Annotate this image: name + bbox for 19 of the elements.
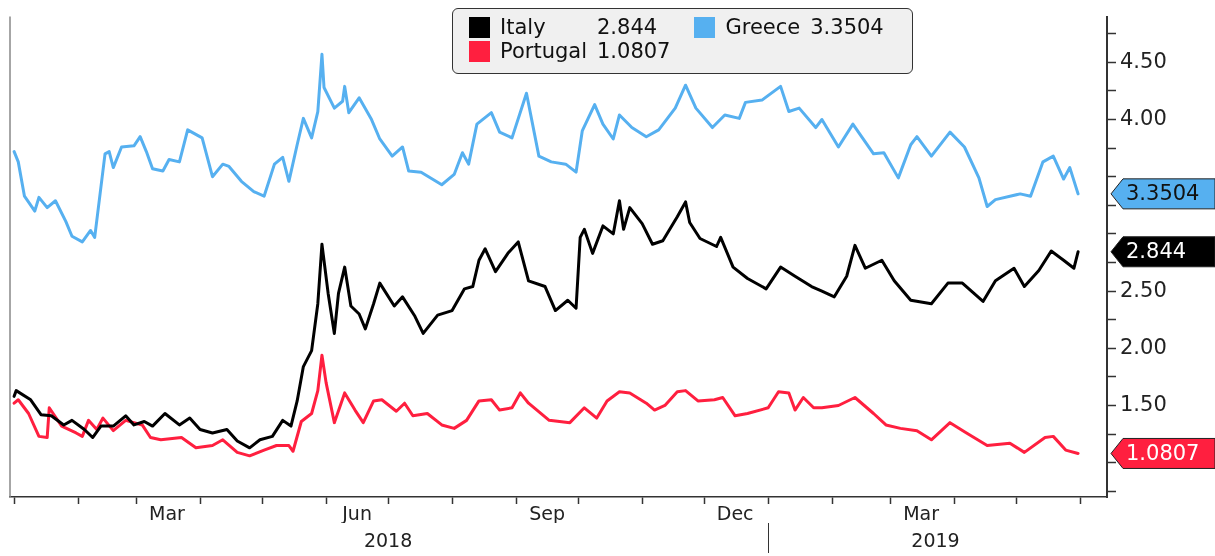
text: 2.844: [596, 15, 658, 39]
text: 3.3504: [810, 15, 884, 39]
annotation: 2.844: [1126, 239, 1187, 264]
annotation: 3.3504: [1126, 181, 1200, 206]
y-tick-label: 2.00: [1120, 334, 1167, 359]
y-tick-label: 2.50: [1120, 277, 1167, 302]
text: 1.0807: [596, 39, 671, 63]
x-tick-label: Dec: [716, 502, 754, 525]
y-tick-label: 4.00: [1120, 106, 1167, 130]
annotation: 1.0807: [1126, 440, 1200, 465]
y-tick-label: 1.50: [1120, 391, 1167, 416]
x2-tick-label: 2019: [911, 529, 960, 552]
legend-label: Greece: [725, 15, 801, 39]
x-tick-label: Mar: [903, 502, 940, 525]
x2-tick-label: 2018: [363, 529, 413, 552]
y-tick-label: 4.50: [1120, 48, 1167, 73]
legend-label: Italy: [500, 15, 547, 39]
x-tick-label: Mar: [149, 502, 186, 525]
legend-label: Portugal: [500, 39, 587, 63]
